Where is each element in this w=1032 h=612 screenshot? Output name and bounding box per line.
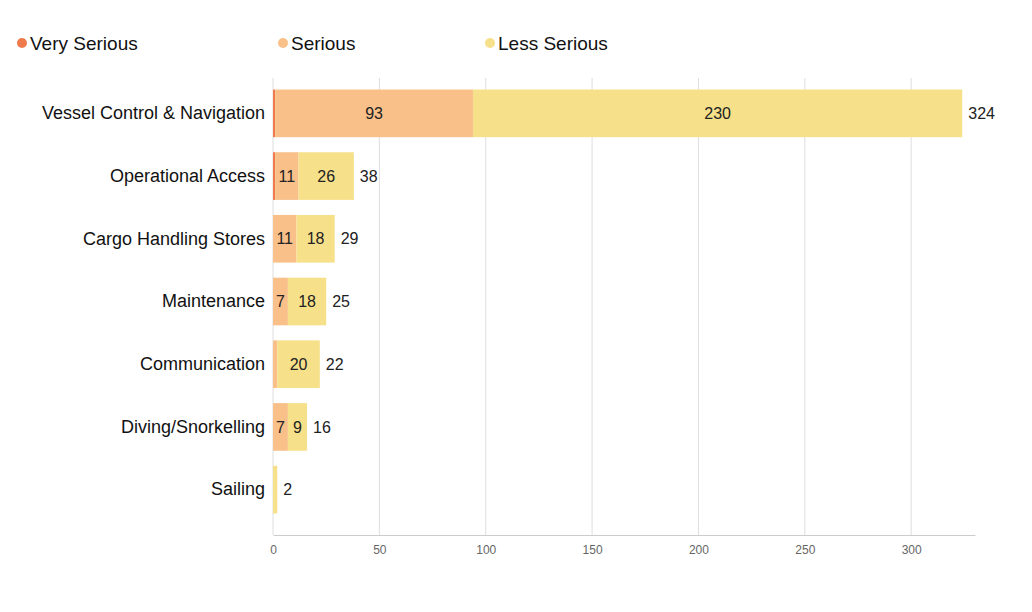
tick-label: 100 (476, 543, 496, 557)
axis-line (274, 535, 976, 536)
tick: 300 (902, 535, 922, 557)
bar-segment (275, 90, 473, 138)
bar-segment (273, 403, 288, 451)
legend-item: Serious (278, 33, 355, 54)
tick: 100 (476, 535, 496, 557)
data-label: 93 (365, 105, 383, 122)
bar-segment (277, 340, 320, 388)
tick-label: 50 (373, 543, 387, 557)
grid-line (592, 78, 593, 535)
grid-line (911, 78, 912, 535)
total-label: 324 (968, 105, 995, 122)
category-label: Sailing (211, 479, 265, 499)
chart: 9311117723026181820932438292522162050100… (0, 0, 1032, 612)
legend-marker (17, 38, 27, 48)
tick: Diving/Snorkelling (121, 417, 265, 437)
grid-line (485, 78, 486, 535)
data-label: 7 (276, 419, 285, 436)
y-axis: Vessel Control & Navigation Operational A… (42, 103, 265, 499)
data-label: 26 (317, 168, 335, 185)
data-label: 11 (276, 230, 293, 247)
grid-line (379, 78, 380, 535)
tick: 250 (795, 535, 815, 557)
total-label: 22 (326, 356, 344, 373)
legend-marker (278, 38, 288, 48)
category-label: Communication (140, 354, 265, 374)
tick: Sailing (211, 479, 265, 499)
total-label: 29 (341, 230, 359, 247)
category-label: Vessel Control & Navigation (42, 103, 265, 123)
data-labels: 93 11 11 7 7 230 26 18 18 20 9 324 38 29 25 22 16 2 (276, 105, 995, 498)
bar-segment (273, 90, 275, 138)
x-axis: 0 50 100 150 200 250 300 (270, 535, 975, 557)
bar-segment (275, 152, 298, 200)
tick-label: 300 (902, 543, 922, 557)
data-label: 230 (704, 105, 731, 122)
grid-line (804, 78, 805, 535)
grid (273, 78, 911, 535)
bar-segment (273, 466, 277, 514)
category-label: Operational Access (110, 166, 265, 186)
tick-label: 250 (795, 543, 815, 557)
bars (273, 90, 962, 514)
legend-item: Very Serious (17, 33, 138, 54)
bar-segment (299, 152, 354, 200)
category-label: Diving/Snorkelling (121, 417, 265, 437)
data-label: 20 (290, 356, 308, 373)
tick: Vessel Control & Navigation (42, 103, 265, 123)
bar-segment (296, 215, 334, 263)
total-label: 25 (332, 293, 350, 310)
legend: Very Serious Serious Less Serious (17, 33, 608, 54)
tick: 50 (373, 535, 387, 557)
tick-label: 150 (583, 543, 603, 557)
legend-label: Very Serious (30, 33, 138, 54)
bar-segment (288, 278, 326, 326)
legend-label: Serious (291, 33, 355, 54)
tick: 150 (583, 535, 603, 557)
bar-segment (473, 90, 962, 138)
tick: 200 (689, 535, 709, 557)
data-label: 18 (298, 293, 316, 310)
total-label: 16 (313, 419, 331, 436)
tick: Operational Access (110, 166, 265, 186)
tick: Communication (140, 354, 265, 374)
data-label: 18 (307, 230, 325, 247)
data-label: 9 (293, 419, 302, 436)
category-label: Maintenance (162, 291, 265, 311)
bar-segment (288, 403, 307, 451)
tick-label: 0 (270, 543, 277, 557)
tick: Cargo Handling Stores (83, 229, 265, 249)
grid-line (698, 78, 699, 535)
legend-label: Less Serious (498, 33, 608, 54)
bar-segment (273, 278, 288, 326)
data-label: 11 (279, 168, 296, 185)
data-label: 7 (276, 293, 285, 310)
bar-segment (273, 152, 275, 200)
tick: Maintenance (162, 291, 265, 311)
legend-item: Less Serious (485, 33, 608, 54)
bar-segment (273, 215, 296, 263)
total-label: 2 (283, 481, 292, 498)
total-label: 38 (360, 168, 378, 185)
category-label: Cargo Handling Stores (83, 229, 265, 249)
legend-marker (485, 38, 495, 48)
tick: 0 (270, 535, 277, 557)
tick-label: 200 (689, 543, 709, 557)
bar-segment (273, 340, 277, 388)
